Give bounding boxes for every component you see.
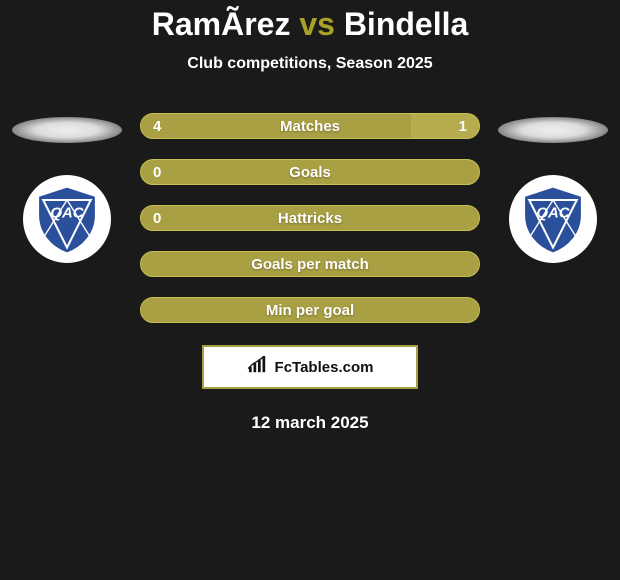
stat-bar: Matches4 1 — [140, 113, 480, 139]
stat-value-left: 4 — [153, 118, 161, 135]
stat-bar: Goals per match — [140, 251, 480, 277]
stat-bars: Matches41Goals0Hattricks0Goals per match… — [140, 113, 480, 323]
player1-club-badge: QAC — [23, 175, 111, 263]
shield-icon: QAC — [33, 185, 101, 253]
stat-bar: Hattricks0 — [140, 205, 480, 231]
player2-photo-placeholder — [498, 117, 608, 143]
stat-label: Min per goal — [141, 302, 479, 319]
shield-icon: QAC — [519, 185, 587, 253]
attribution: FcTables.com — [202, 345, 418, 389]
svg-text:QAC: QAC — [50, 205, 83, 222]
stat-label: Matches — [141, 118, 479, 135]
stat-label: Goals per match — [141, 256, 479, 273]
stats-area: QAC Matches41Goals0Hattricks0Goals per m… — [0, 113, 620, 323]
comparison-infographic: RamÃ­rez vs Bindella Club competitions, … — [0, 0, 620, 433]
player1-photo-placeholder — [12, 117, 122, 143]
stat-value-right: 1 — [459, 118, 467, 135]
left-column: QAC — [12, 113, 122, 263]
player2-name: Bindella — [344, 6, 468, 42]
svg-text:QAC: QAC — [536, 205, 569, 222]
player1-name: RamÃ­rez — [152, 6, 291, 42]
stat-bar: Goals0 — [140, 159, 480, 185]
subtitle: Club competitions, Season 2025 — [0, 55, 620, 73]
chart-icon — [247, 356, 269, 379]
attribution-text: FcTables.com — [275, 359, 374, 376]
date-text: 12 march 2025 — [0, 413, 620, 433]
stat-label: Goals — [141, 164, 479, 181]
stat-value-left: 0 — [153, 164, 161, 181]
stat-bar: Min per goal — [140, 297, 480, 323]
player2-club-badge: QAC — [509, 175, 597, 263]
stat-value-left: 0 — [153, 210, 161, 227]
attribution-box: FcTables.com — [202, 345, 418, 389]
right-column: QAC — [498, 113, 608, 263]
page-title: RamÃ­rez vs Bindella — [0, 6, 620, 43]
vs-text: vs — [299, 6, 335, 42]
stat-label: Hattricks — [141, 210, 479, 227]
